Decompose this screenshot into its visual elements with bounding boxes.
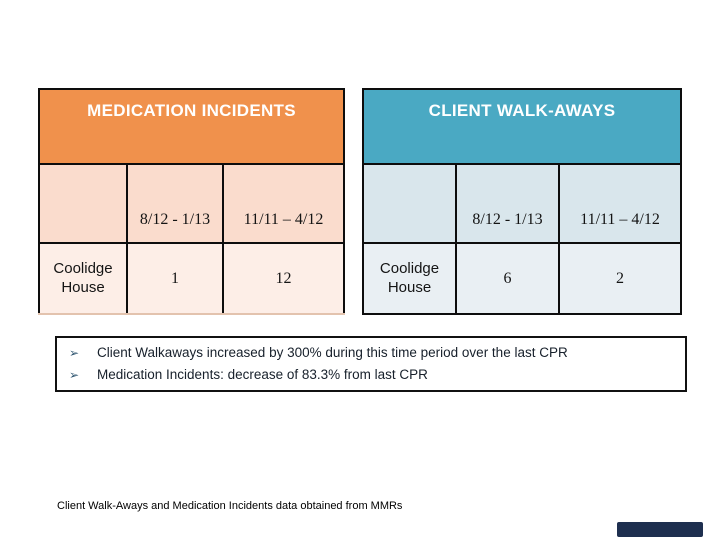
summary-notes-box: ➢ Client Walkaways increased by 300% dur…: [55, 336, 687, 392]
walkaways-table-title: CLIENT WALK-AWAYS: [361, 88, 683, 165]
medication-table-title: MEDICATION INCIDENTS: [37, 88, 346, 165]
arrow-bullet-icon: ➢: [69, 346, 80, 360]
medication-column-header-1: 8/12 - 1/13: [126, 163, 224, 244]
medication-header-row: 8/12 - 1/13 11/11 – 4/12: [38, 163, 346, 244]
medication-incidents-table: MEDICATION INCIDENTS 8/12 - 1/13 11/11 –…: [37, 88, 346, 315]
note-text: Client Walkaways increased by 300% durin…: [97, 345, 568, 360]
walkaways-data-row: Coolidge House 6 2: [362, 242, 683, 315]
data-source-note: Client Walk-Aways and Medication Inciden…: [57, 500, 403, 512]
walkaways-column-header-2: 11/11 – 4/12: [557, 163, 683, 244]
note-item: ➢ Medication Incidents: decrease of 83.3…: [65, 364, 677, 386]
walkaways-value-1: 6: [455, 242, 560, 315]
medication-value-1: 1: [126, 242, 224, 315]
medication-row-label: Coolidge House: [38, 242, 128, 315]
client-walkaways-table: CLIENT WALK-AWAYS 8/12 - 1/13 11/11 – 4/…: [361, 88, 683, 315]
medication-title-row: MEDICATION INCIDENTS: [37, 88, 346, 165]
medication-data-row: Coolidge House 1 12: [38, 242, 346, 315]
walkaways-row-label: Coolidge House: [362, 242, 457, 315]
arrow-bullet-icon: ➢: [69, 368, 80, 382]
walkaways-corner-cell: [362, 163, 457, 244]
slide-accent-bar: [617, 522, 703, 537]
medication-value-2: 12: [221, 242, 346, 315]
walkaways-title-row: CLIENT WALK-AWAYS: [361, 88, 683, 165]
walkaways-value-2: 2: [557, 242, 683, 315]
note-item: ➢ Client Walkaways increased by 300% dur…: [65, 342, 677, 364]
medication-corner-cell: [38, 163, 128, 244]
medication-column-header-2: 11/11 – 4/12: [221, 163, 346, 244]
walkaways-header-row: 8/12 - 1/13 11/11 – 4/12: [362, 163, 683, 244]
note-text: Medication Incidents: decrease of 83.3% …: [97, 367, 428, 382]
walkaways-column-header-1: 8/12 - 1/13: [455, 163, 560, 244]
